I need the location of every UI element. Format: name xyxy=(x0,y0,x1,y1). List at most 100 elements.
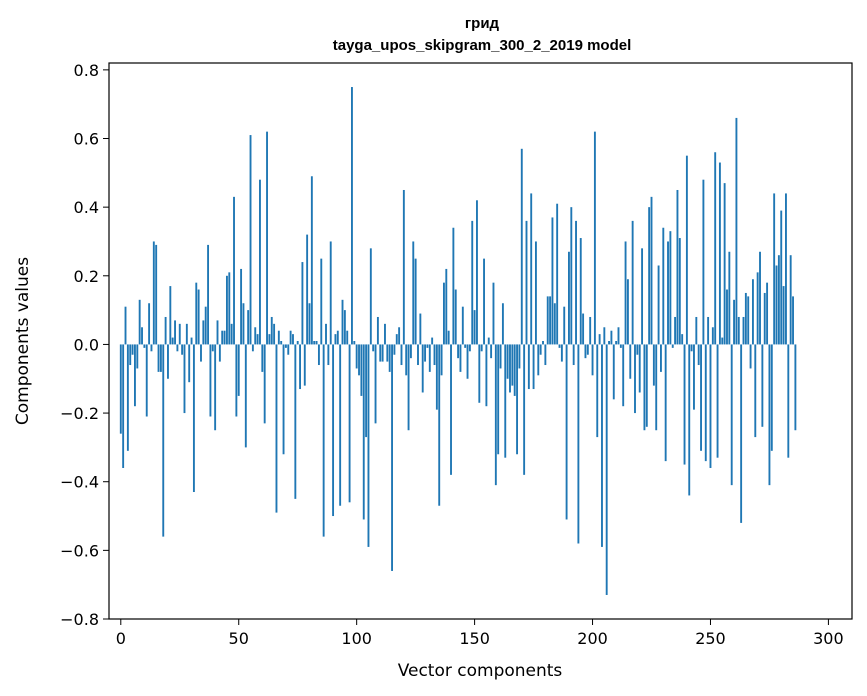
bar xyxy=(457,344,460,359)
bar xyxy=(622,344,625,407)
bar xyxy=(391,344,393,571)
bar xyxy=(414,258,417,345)
bar xyxy=(669,231,672,345)
bar xyxy=(716,344,719,458)
bar xyxy=(268,334,271,345)
bar xyxy=(766,282,769,345)
bar xyxy=(183,344,186,414)
bar xyxy=(209,344,212,417)
bar xyxy=(343,310,346,345)
bar xyxy=(501,303,504,345)
bar xyxy=(516,344,519,455)
bar xyxy=(612,344,615,400)
bar xyxy=(631,220,634,345)
bar xyxy=(520,148,523,345)
bar xyxy=(497,344,500,455)
bar xyxy=(787,344,790,458)
bar xyxy=(405,344,408,376)
bar xyxy=(483,258,485,345)
bar xyxy=(303,344,306,386)
bar xyxy=(402,189,405,345)
bar xyxy=(542,341,544,345)
bar xyxy=(527,344,530,390)
x-tick-label: 300 xyxy=(813,629,844,648)
bar xyxy=(301,262,304,345)
bar xyxy=(704,344,707,462)
y-tick-label: −0.4 xyxy=(60,473,99,492)
bar xyxy=(751,279,754,345)
bar xyxy=(718,162,721,345)
bar xyxy=(157,344,160,372)
y-tick-label: 0.8 xyxy=(74,61,99,80)
bar xyxy=(242,303,245,345)
bar xyxy=(251,344,254,352)
x-tick-label: 150 xyxy=(459,629,490,648)
bar xyxy=(329,241,332,345)
bar xyxy=(546,296,549,345)
x-axis-label: Vector components xyxy=(398,661,563,681)
bar xyxy=(409,344,412,359)
bar xyxy=(735,117,738,345)
bar xyxy=(136,344,139,369)
bar xyxy=(266,131,268,345)
bar xyxy=(195,282,198,345)
bar xyxy=(400,344,403,366)
bar xyxy=(197,289,200,345)
bar xyxy=(294,344,297,499)
x-tick-label: 250 xyxy=(695,629,726,648)
bar xyxy=(794,344,797,431)
bar xyxy=(763,292,766,345)
x-tick-label: 50 xyxy=(229,629,249,648)
bar xyxy=(384,323,386,345)
bar xyxy=(471,220,474,345)
bar xyxy=(558,344,561,348)
bar xyxy=(134,344,136,407)
bar xyxy=(254,327,257,345)
bar xyxy=(473,310,476,345)
bar xyxy=(155,244,158,345)
x-tick-label: 0 xyxy=(116,629,126,648)
bar xyxy=(431,337,434,345)
x-tick-label: 100 xyxy=(341,629,372,648)
bar xyxy=(398,327,401,345)
bar xyxy=(164,316,167,345)
bar xyxy=(641,248,644,345)
bar xyxy=(688,344,691,496)
bar xyxy=(608,341,610,345)
bar xyxy=(626,279,629,345)
bar xyxy=(737,316,740,345)
bar xyxy=(273,323,276,345)
plot-area-frame xyxy=(108,62,853,620)
bar xyxy=(214,344,217,431)
bar xyxy=(447,330,450,345)
bar xyxy=(589,316,592,345)
bar xyxy=(348,344,351,503)
bar xyxy=(643,344,646,431)
bar xyxy=(426,344,429,348)
bar xyxy=(192,344,195,493)
bar xyxy=(126,344,129,451)
bar xyxy=(181,344,184,355)
bar xyxy=(131,344,134,355)
bar xyxy=(275,344,278,513)
bar xyxy=(244,344,247,448)
bar xyxy=(152,241,155,345)
bar xyxy=(523,344,526,475)
bar xyxy=(610,330,613,345)
bar xyxy=(690,344,693,352)
bar xyxy=(119,344,122,434)
bar xyxy=(372,344,375,352)
bar xyxy=(530,193,533,345)
bar xyxy=(218,344,221,362)
bar xyxy=(235,344,238,417)
bar xyxy=(417,344,419,366)
bar xyxy=(565,344,568,520)
bar xyxy=(454,289,457,345)
bar xyxy=(325,323,327,345)
bar xyxy=(584,344,587,359)
bar xyxy=(124,306,127,345)
bar xyxy=(353,341,356,345)
bar xyxy=(657,265,660,345)
bar xyxy=(544,344,547,366)
x-axis-ticks: 0 50 100 150 200 250 300 xyxy=(116,619,844,648)
